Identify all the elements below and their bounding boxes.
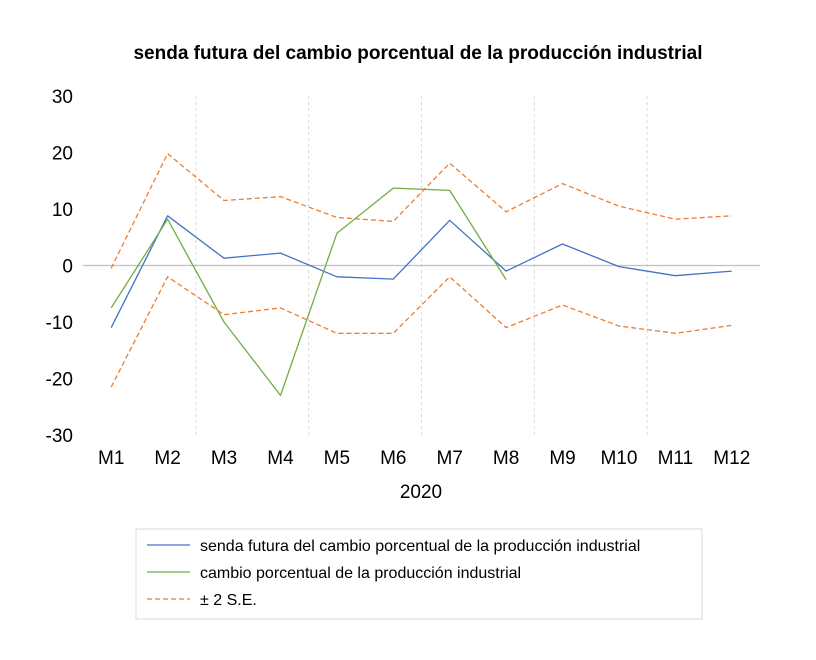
legend-box: [135, 528, 703, 620]
y-tick-label: 10: [52, 200, 73, 221]
series-line-1: [110, 215, 732, 328]
x-tick-label: M9: [549, 448, 575, 469]
x-tick-label: M7: [437, 448, 463, 469]
x-tick-label: M3: [211, 448, 237, 469]
x-tick-label: M12: [713, 448, 750, 469]
series-line-4: [110, 276, 732, 388]
y-axis-ticks: 30 20 10 0 -10 -20 -30: [46, 87, 73, 447]
y-tick-label: -30: [46, 426, 73, 447]
series-line-3: [110, 152, 732, 269]
x-tick-label: M8: [493, 448, 519, 469]
legend-label: cambio porcentual de la producción indus…: [200, 565, 521, 582]
y-tick-label: -10: [46, 313, 73, 334]
x-tick-label: M4: [267, 448, 294, 469]
y-tick-label: 0: [62, 257, 73, 278]
x-axis-ticks: M1 M2 M3 M4 M5 M6 M7 M8 M9 M10 M11 M12: [98, 448, 750, 469]
x-tick-label: M5: [324, 448, 350, 469]
chart-title: senda futura del cambio porcentual de la…: [133, 43, 702, 64]
y-tick-label: 30: [52, 87, 73, 108]
x-axis-label: 2020: [400, 482, 442, 503]
legend-label: senda futura del cambio porcentual de la…: [200, 538, 640, 555]
y-tick-label: -20: [46, 370, 73, 391]
legend: senda futura del cambio porcentual de la…: [135, 528, 703, 620]
series-lines: [110, 152, 732, 397]
series-line-2: [110, 187, 507, 397]
x-tick-label: M10: [600, 448, 637, 469]
x-tick-label: M1: [98, 448, 124, 469]
x-tick-label: M2: [154, 448, 180, 469]
legend-label: ± 2 S.E.: [200, 592, 257, 609]
x-tick-label: M11: [658, 448, 694, 469]
y-tick-label: 20: [52, 144, 73, 165]
x-tick-label: M6: [380, 448, 406, 469]
